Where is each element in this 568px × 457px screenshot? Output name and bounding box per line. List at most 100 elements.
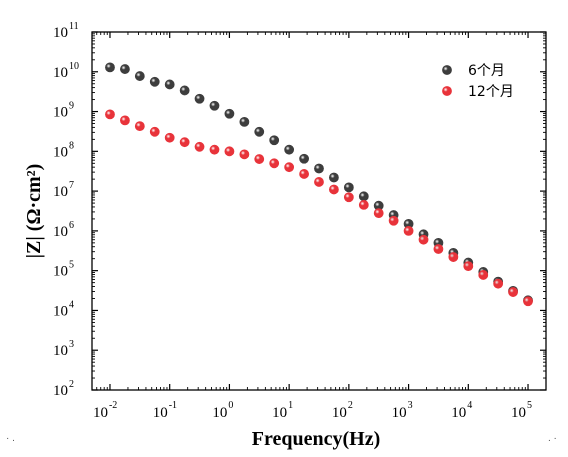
x-tick-label: 10 <box>272 405 287 421</box>
data-point <box>179 137 190 148</box>
data-point <box>418 234 429 245</box>
y-tick-base: 10 <box>53 303 68 319</box>
x-tick-exponent: 0 <box>228 400 233 411</box>
x-tick-base: 10 <box>212 405 227 421</box>
series-layer <box>105 62 533 307</box>
data-point <box>508 287 518 297</box>
data-point <box>523 296 533 307</box>
series-2 <box>105 109 533 307</box>
y-tick-exponent: 11 <box>69 21 79 32</box>
plot-area <box>91 31 547 391</box>
y-tick-base: 10 <box>53 343 68 359</box>
y-tick-exponent: 7 <box>69 180 74 191</box>
data-point <box>239 149 250 160</box>
x-tick-exponent: 2 <box>348 400 353 411</box>
data-point <box>269 158 280 169</box>
plot-frame <box>91 31 547 391</box>
data-point <box>493 278 504 289</box>
legend-marker <box>442 65 452 75</box>
y-tick-base: 10 <box>53 105 68 121</box>
y-tick-label: 10 <box>53 264 68 280</box>
data-point <box>254 126 265 137</box>
x-tick-base: 10 <box>153 405 168 421</box>
x-tick-base: 10 <box>93 405 108 421</box>
x-tick-exponent: 1 <box>288 400 293 411</box>
data-point <box>194 141 205 152</box>
x-tick-exponent: 5 <box>527 400 532 411</box>
data-point <box>164 132 175 143</box>
x-tick-label: 10 <box>392 405 407 421</box>
data-point <box>299 169 309 179</box>
x-axis-title: Frequency(Hz) <box>252 428 381 450</box>
x-tick-label: 10 <box>212 405 227 421</box>
data-point <box>329 172 339 183</box>
y-tick-label: 10 <box>53 224 68 240</box>
y-tick-label: 10 <box>53 144 68 160</box>
y-tick-exponent: 5 <box>69 260 74 271</box>
data-point <box>134 71 145 81</box>
y-tick-base: 10 <box>53 383 68 399</box>
data-point <box>358 191 369 202</box>
data-point <box>149 76 160 87</box>
data-point <box>314 163 324 174</box>
data-point <box>105 109 115 120</box>
data-point <box>373 208 384 219</box>
data-point <box>314 177 324 187</box>
legend-label: 12个月 <box>468 84 514 100</box>
y-tick-base: 10 <box>53 184 68 200</box>
data-point <box>134 121 145 132</box>
data-point <box>224 108 235 119</box>
y-tick-base: 10 <box>53 224 68 240</box>
data-point <box>209 100 220 111</box>
x-tick-label: 10 <box>511 405 526 421</box>
data-point <box>343 192 354 203</box>
data-point <box>120 115 130 126</box>
y-tick-label: 10 <box>53 65 68 81</box>
y-tick-label: 10 <box>53 343 68 359</box>
x-tick-exponent: 4 <box>467 400 472 411</box>
y-tick-label: 10 <box>53 383 68 399</box>
data-point <box>149 126 160 137</box>
footer-dots-right: . · <box>548 433 557 444</box>
data-point <box>448 252 459 262</box>
x-tick-label: 10 <box>332 405 347 421</box>
data-point <box>224 146 235 157</box>
x-tick-base: 10 <box>332 405 347 421</box>
x-tick-label: 10 <box>153 405 168 421</box>
data-point <box>329 184 339 195</box>
data-point <box>209 144 220 155</box>
y-tick-base: 10 <box>53 25 68 41</box>
y-tick-label: 10 <box>53 105 68 121</box>
data-point <box>433 244 444 254</box>
y-tick-label: 10 <box>53 303 68 319</box>
x-tick-base: 10 <box>511 405 526 421</box>
data-point <box>463 261 474 272</box>
y-tick-base: 10 <box>53 264 68 280</box>
data-point <box>388 215 399 226</box>
data-point <box>194 93 205 104</box>
data-point <box>105 62 115 73</box>
x-tick-exponent: 3 <box>408 400 413 411</box>
data-point <box>269 135 280 146</box>
x-tick-base: 10 <box>272 405 287 421</box>
x-tick-label: 10 <box>451 405 466 421</box>
data-point <box>478 270 489 280</box>
y-tick-exponent: 4 <box>69 299 74 310</box>
data-point <box>299 153 309 164</box>
data-point <box>239 116 250 127</box>
x-tick-exponent: -1 <box>169 400 177 411</box>
footer-dots-left: · . <box>6 433 15 444</box>
data-point <box>284 144 295 155</box>
legend-label: 6个月 <box>468 63 505 79</box>
y-tick-base: 10 <box>53 65 68 81</box>
y-axis-title: |Z| (Ω·cm²) <box>23 164 45 259</box>
x-tick-exponent: -2 <box>109 400 117 411</box>
y-tick-exponent: 2 <box>69 379 74 390</box>
data-point <box>403 225 414 236</box>
y-tick-exponent: 6 <box>69 220 74 231</box>
data-point <box>284 162 295 173</box>
x-tick-label: 10 <box>93 405 108 421</box>
legend-marker <box>442 86 452 96</box>
